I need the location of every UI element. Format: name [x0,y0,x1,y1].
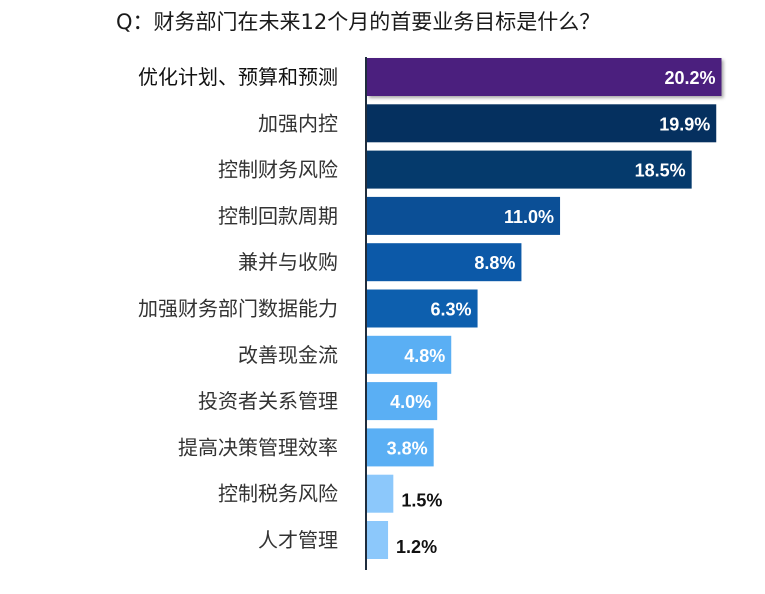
data-label: 6.3% [431,300,472,320]
category-label: 加强内控 [258,111,338,135]
bar-2 [367,104,717,143]
bar-3 [367,150,692,189]
category-label: 加强财务部门数据能力 [138,297,338,321]
labels-layer: 优化计划、预算和预测 20.2% 加强内控 19.9% 控制财务风险 18.5% 控制回款周… [138,65,716,557]
bar-1 [367,58,722,96]
bar-11 [367,521,389,559]
data-label: 3.8% [387,438,428,458]
data-label: 4.8% [404,346,445,366]
bar-9 [367,428,434,467]
category-label: 提高决策管理效率 [178,435,338,459]
data-label: 19.9% [659,114,710,134]
category-label: 控制回款周期 [218,204,338,228]
bar-5 [367,243,522,282]
bar-7 [367,335,452,374]
category-label: 投资者关系管理 [198,389,338,413]
category-label: 人才管理 [258,528,338,552]
bars-layer [367,58,722,559]
data-label: 1.5% [401,491,442,511]
data-label: 11.0% [504,207,554,227]
category-label: 优化计划、预算和预测 [138,65,338,89]
data-label: 18.5% [635,161,686,181]
data-label: 4.0% [390,392,431,412]
bar-8 [367,382,438,421]
chart-title: Q：财务部门在未来12个月的首要业务目标是什么？ [116,10,601,34]
data-label: 8.8% [474,253,515,273]
data-label: 20.2% [664,68,715,88]
category-label: 兼并与收购 [238,250,338,274]
category-label: 控制税务风险 [218,482,338,506]
category-label: 控制财务风险 [218,158,338,182]
bar-10 [367,474,394,513]
bar-4 [367,196,561,235]
bar-6 [367,289,478,328]
data-label: 1.2% [396,537,437,557]
category-label: 改善现金流 [238,343,338,367]
